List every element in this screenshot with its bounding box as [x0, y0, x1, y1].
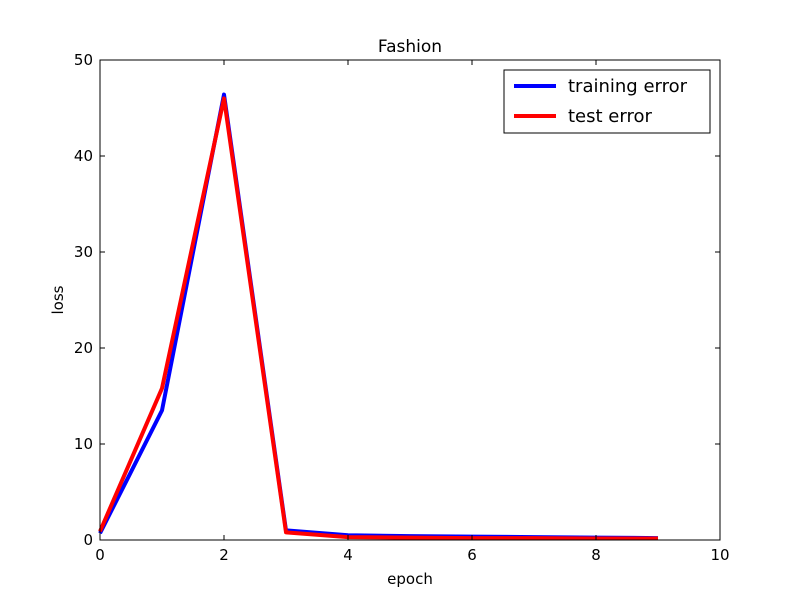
y-tick-label: 40 [74, 147, 93, 165]
series-layer [98, 92, 659, 541]
x-tick-label: 4 [343, 546, 353, 564]
x-tick-label: 0 [95, 546, 105, 564]
y-axis-label: loss [49, 285, 67, 314]
y-tick-label: 0 [83, 531, 93, 549]
y-tick-label: 10 [74, 435, 93, 453]
series-line-1 [98, 96, 658, 541]
legend-label-0: training error [568, 76, 688, 97]
axes-layer: 0 2 4 6 8 10 0 10 20 30 40 50 [74, 51, 730, 564]
y-tick-label: 30 [74, 243, 93, 261]
chart-title: Fashion [378, 37, 442, 57]
legend-label-1: test error [568, 106, 652, 127]
x-tick-label: 8 [591, 546, 601, 564]
legend-box [503, 69, 711, 134]
y-tick-label: 50 [74, 51, 93, 69]
x-axis-label: epoch [387, 570, 433, 588]
y-tick-label: 20 [74, 339, 93, 357]
x-tick-label: 10 [710, 546, 729, 564]
x-tick-label: 2 [219, 546, 229, 564]
plot-frame [99, 59, 721, 541]
x-tick-label: 6 [467, 546, 477, 564]
legend: training error test error [503, 69, 711, 134]
